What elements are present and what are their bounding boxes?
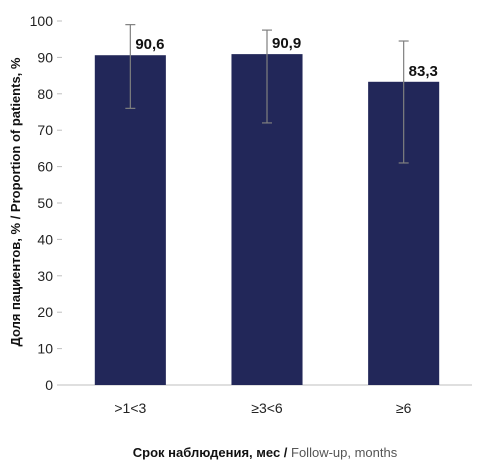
x-axis-label: Срок наблюдения, мес / Follow-up, months <box>133 445 398 460</box>
bars-group <box>94 54 440 386</box>
x-axis-label-ru: Срок наблюдения, мес / <box>133 445 291 460</box>
error-bars-group <box>125 24 409 164</box>
y-tick-label: 70 <box>37 122 53 138</box>
y-tick-label: 60 <box>37 159 53 175</box>
data-label: 83,3 <box>409 63 438 80</box>
y-tick-label: 90 <box>37 49 53 65</box>
x-tick-label: >1<3 <box>114 400 146 416</box>
y-axis-ticks: 0 10 20 30 40 50 60 70 80 90 100 <box>30 13 62 393</box>
y-tick-label: 100 <box>30 13 54 29</box>
x-axis-tick-labels: >1<3 ≥3<6 ≥6 <box>114 400 411 416</box>
data-label: 90,9 <box>272 35 301 52</box>
y-tick-label: 80 <box>37 86 53 102</box>
x-axis-label-en: Follow-up, months <box>291 445 398 460</box>
y-tick-label: 40 <box>37 231 53 247</box>
y-tick-label: 10 <box>37 341 53 357</box>
x-tick-label: ≥3<6 <box>251 400 283 416</box>
y-axis-label: Доля пациентов, % / Proportion of patien… <box>8 57 23 346</box>
x-tick-label: ≥6 <box>396 400 412 416</box>
bar <box>94 55 166 385</box>
y-tick-label: 0 <box>45 377 53 393</box>
y-tick-label: 30 <box>37 268 53 284</box>
data-label: 90,6 <box>135 36 164 53</box>
y-tick-label: 20 <box>37 304 53 320</box>
y-tick-label: 50 <box>37 195 53 211</box>
data-labels-group: 90,6 90,9 83,3 <box>135 35 438 80</box>
